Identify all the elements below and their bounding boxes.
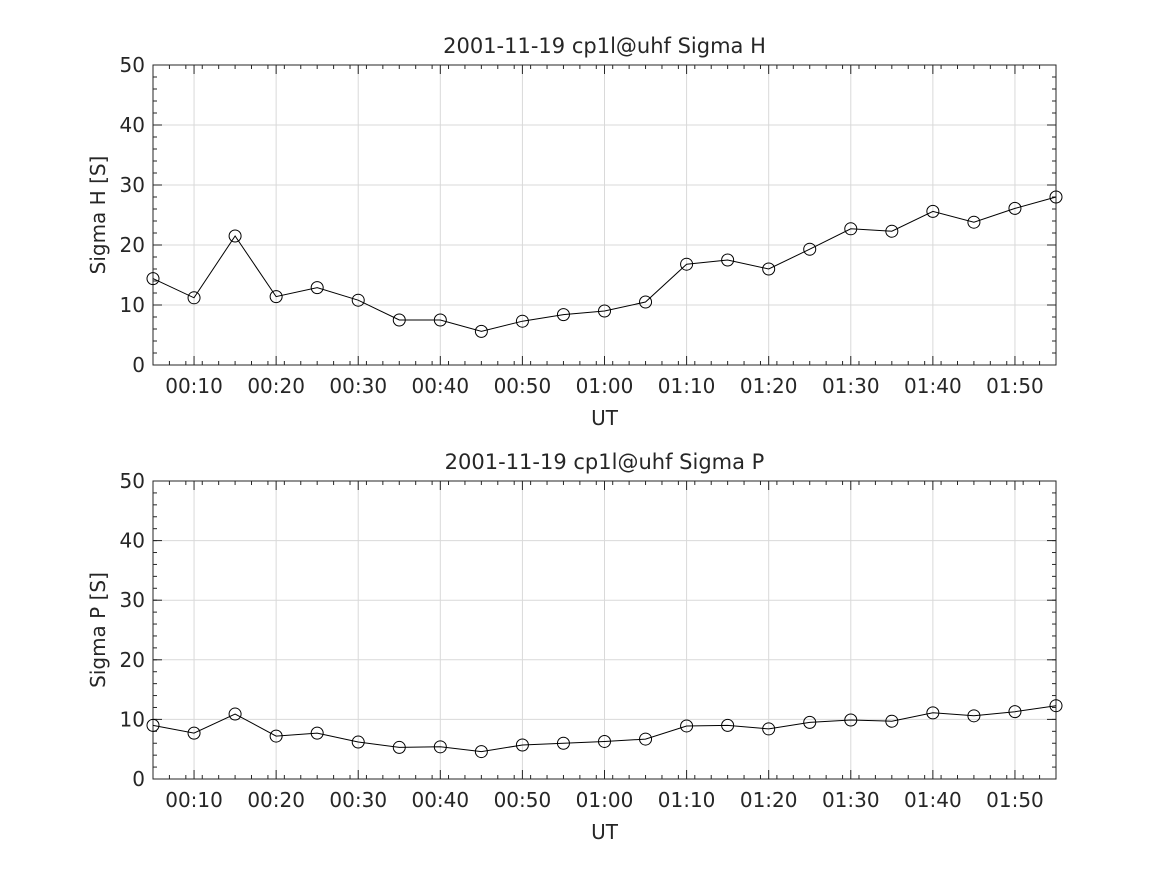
y-tick-label: 20 <box>120 648 145 672</box>
x-tick-label: 01:10 <box>658 788 716 812</box>
data-point <box>762 262 776 276</box>
data-point <box>433 740 447 754</box>
x-tick-label: 01:00 <box>576 788 634 812</box>
x-tick-label: 01:30 <box>822 374 880 398</box>
y-tick-label: 10 <box>120 707 145 731</box>
x-tick-label: 00:40 <box>411 374 469 398</box>
data-point <box>187 726 201 740</box>
data-point <box>639 732 653 746</box>
data-point <box>762 722 776 736</box>
data-point <box>844 713 858 727</box>
data-point <box>926 204 940 218</box>
data-point <box>228 707 242 721</box>
data-point <box>1008 201 1022 215</box>
x-tick-label: 00:20 <box>247 374 305 398</box>
data-point <box>556 736 570 750</box>
data-point <box>310 726 324 740</box>
data-point <box>1008 705 1022 719</box>
data-point <box>351 293 365 307</box>
chart-2: 00:10 00:20 00:30 00:40 00:50 01:00 01:10 01:20… <box>86 450 1063 844</box>
x-tick-label: 00:50 <box>494 788 552 812</box>
series-line <box>152 196 1057 332</box>
data-point <box>844 222 858 236</box>
data-point <box>515 738 529 752</box>
x-tick-label: 01:00 <box>576 374 634 398</box>
data-point <box>146 718 160 732</box>
y-axis-label: Sigma H [S] <box>86 156 110 275</box>
data-point <box>926 706 940 720</box>
x-tick-label: 01:50 <box>986 788 1044 812</box>
data-point <box>721 253 735 267</box>
data-point <box>598 304 611 318</box>
data-point <box>269 729 283 743</box>
y-tick-label: 0 <box>132 767 145 791</box>
data-point <box>1049 699 1063 713</box>
data-point <box>885 714 899 728</box>
y-tick-label: 50 <box>120 469 145 493</box>
data-point <box>1049 190 1063 204</box>
y-tick-label: 50 <box>120 53 145 77</box>
series-line <box>152 705 1057 753</box>
data-point <box>680 257 694 271</box>
data-point <box>885 224 899 238</box>
data-point <box>228 229 242 243</box>
y-tick-label: 0 <box>132 353 145 377</box>
data-point <box>803 715 817 729</box>
y-tick-label: 30 <box>120 588 145 612</box>
x-tick-label: 01:20 <box>740 374 798 398</box>
x-tick-label: 00:20 <box>247 788 305 812</box>
data-point <box>803 242 817 256</box>
data-point <box>474 324 488 338</box>
data-point <box>598 734 611 748</box>
x-axis-label: UT <box>591 820 619 844</box>
x-tick-label: 00:10 <box>165 374 223 398</box>
y-tick-label: 30 <box>120 173 145 197</box>
x-axis-label: UT <box>591 406 619 430</box>
y-tick-label: 20 <box>120 233 145 257</box>
x-tick-label: 01:50 <box>986 374 1044 398</box>
y-tick-label: 40 <box>120 113 145 137</box>
data-point <box>433 313 447 327</box>
data-point <box>392 740 406 754</box>
chart-title: 2001-11-19 cp1l@uhf Sigma P <box>445 450 765 474</box>
y-axis-label: Sigma P [S] <box>86 572 110 688</box>
x-tick-label: 00:30 <box>329 374 387 398</box>
data-point <box>351 735 365 749</box>
data-point <box>187 291 201 305</box>
x-tick-label: 00:30 <box>329 788 387 812</box>
data-point <box>721 718 735 732</box>
x-tick-label: 01:40 <box>904 788 962 812</box>
data-point <box>680 719 694 733</box>
data-point <box>269 290 283 304</box>
x-tick-label: 01:10 <box>658 374 716 398</box>
x-tick-label: 01:30 <box>822 788 880 812</box>
x-tick-label: 00:40 <box>411 788 469 812</box>
x-tick-label: 00:50 <box>494 374 552 398</box>
data-point <box>515 314 529 328</box>
data-point <box>146 272 160 286</box>
x-tick-label: 01:40 <box>904 374 962 398</box>
chart-1: 00:10 00:20 00:30 00:40 00:50 01:00 01:10 01:20… <box>86 34 1063 430</box>
chart-title: 2001-11-19 cp1l@uhf Sigma H <box>443 34 766 58</box>
data-point <box>556 308 570 322</box>
data-point <box>967 709 981 723</box>
data-point <box>392 313 406 327</box>
y-tick-label: 40 <box>120 529 145 553</box>
data-point <box>310 281 324 295</box>
y-tick-label: 10 <box>120 293 145 317</box>
x-tick-label: 00:10 <box>165 788 223 812</box>
data-point <box>474 745 488 759</box>
data-point <box>639 295 653 309</box>
x-tick-label: 01:20 <box>740 788 798 812</box>
data-point <box>967 215 981 229</box>
